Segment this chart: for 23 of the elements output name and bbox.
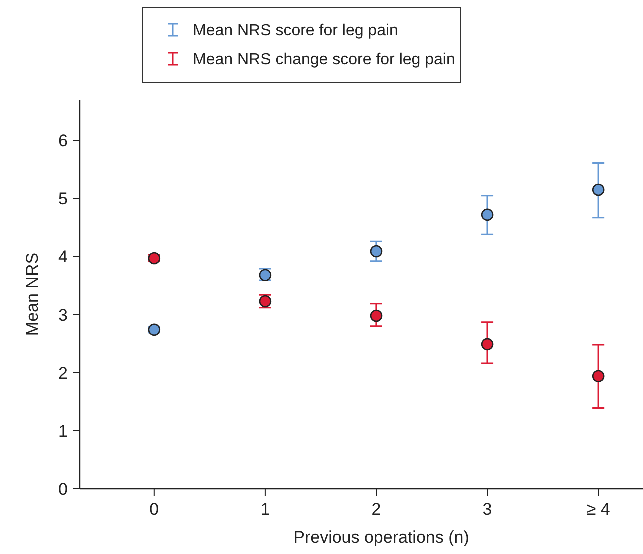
y-axis-title: Mean NRS — [23, 252, 42, 336]
legend-label: Mean NRS score for leg pain — [193, 22, 398, 40]
point — [148, 252, 161, 265]
x-tick-label: ≥ 4 — [586, 500, 610, 519]
y-tick-label: 3 — [58, 306, 68, 325]
x-tick-label: 1 — [260, 500, 270, 519]
point — [481, 208, 494, 222]
x-tick-label: 0 — [150, 500, 160, 519]
legend-label: Mean NRS change score for leg pain — [193, 52, 456, 69]
point — [592, 370, 605, 383]
y-tick-label: 4 — [58, 248, 68, 267]
x-axis-title: Previous operations (n) — [294, 528, 470, 547]
point — [370, 310, 383, 322]
x-tick-label: 2 — [372, 500, 382, 519]
point — [592, 184, 605, 196]
x-tick-label: 3 — [482, 500, 492, 519]
y-tick-label: 2 — [58, 364, 68, 383]
y-tick-label: 6 — [58, 132, 68, 151]
y-tick-label: 1 — [58, 422, 68, 441]
y-tick-label: 5 — [58, 190, 68, 209]
point — [481, 338, 494, 351]
point — [148, 324, 161, 336]
y-tick-label: 0 — [58, 480, 68, 499]
